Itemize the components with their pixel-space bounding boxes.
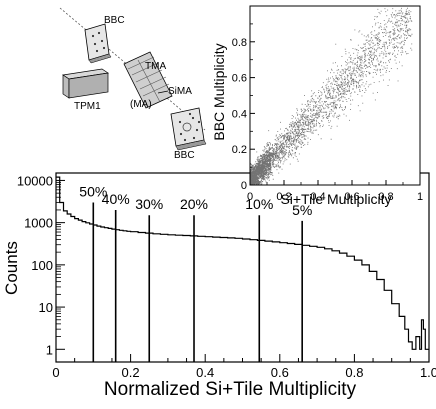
diagram-label-ma: (MA) [130,99,152,110]
main-x-tick-label: 0.6 [271,365,289,380]
diagram-label-bbc-upper: BBC [104,15,125,26]
inset-x-tick-label: 0.2 [276,191,291,203]
tpm1-detector [62,68,109,99]
inset-y-axis: 0 0.2 0.4 0.6 0.8 [232,23,255,192]
detector-diagram: BBC TMA SiMA (MA) TPM1 BBC [59,7,207,161]
bbc-detector-upper [84,23,112,64]
main-y-axis: 1 10 100 1000 10000 [17,173,65,357]
percentile-lines: 50%40% 30% 20% 10% 5% [79,184,312,362]
main-x-axis: 0 0.2 0.4 0.6 0.8 1.0 [52,354,436,380]
main-y-tick-label: 100 [31,258,53,273]
main-x-tick-label: 0.8 [345,365,363,380]
inset-x-tick-label: 0 [247,191,253,203]
beam-axis-line [59,7,206,131]
main-x-axis-label: Normalized Si+Tile Multiplicity [104,379,357,400]
inset-y-tick-label: 0.8 [232,37,247,49]
bbc-detector-lower [170,107,207,151]
inset-scatter-chart: 0 0.2 0.4 0.6 0.8 1 0 0.2 0.4 0.6 0.8 Si+Tile Mul… [211,5,423,207]
percentile-label: 30% [135,196,163,212]
percentile-label: 40% [102,191,130,207]
inset-scatter-series [250,7,413,185]
main-y-axis-label: Counts [2,241,21,295]
main-x-tick-label: 1.0 [420,365,436,380]
inset-y-tick-label: 0.6 [232,73,247,85]
inset-x-tick-label: 0.8 [378,191,393,203]
inset-x-tick-label: 1 [417,191,423,203]
main-y-tick-label: 10 [39,300,53,315]
inset-x-tick-label: 0.4 [310,191,325,203]
inset-y-tick-label: 0 [241,180,247,192]
inset-y-tick-label: 0.2 [232,144,247,156]
percentile-label: 5% [292,202,312,218]
diagram-label-bbc-lower: BBC [174,150,195,161]
inset-x-axis: 0 0.2 0.4 0.6 0.8 1 [247,180,423,203]
main-x-tick-label: 0.2 [122,365,140,380]
main-y-tick-label: 1 [46,342,53,357]
main-x-tick-label: 0 [52,365,59,380]
percentile-label: 50% [79,184,107,200]
main-y-tick-label: 1000 [24,216,53,231]
main-y-tick-label: 10000 [17,173,53,188]
inset-y-axis-label: BBC Multiplicity [211,43,227,140]
main-histogram-series [56,176,429,350]
diagram-label-sima: SiMA [168,86,192,97]
percentile-label: 20% [180,196,208,212]
inset-scatter-points [250,7,413,185]
diagram-label-tma: TMA [145,61,166,72]
diagram-label-tpm1: TPM1 [74,101,101,112]
inset-x-axis-label: Si+Tile Multiplicity [280,191,391,207]
percentile-label: 10% [245,196,273,212]
tma-sima-detector [123,51,173,109]
main-x-tick-label: 0.4 [196,365,214,380]
inset-y-tick-label: 0.4 [232,108,247,120]
inset-x-tick-label: 0.6 [344,191,359,203]
